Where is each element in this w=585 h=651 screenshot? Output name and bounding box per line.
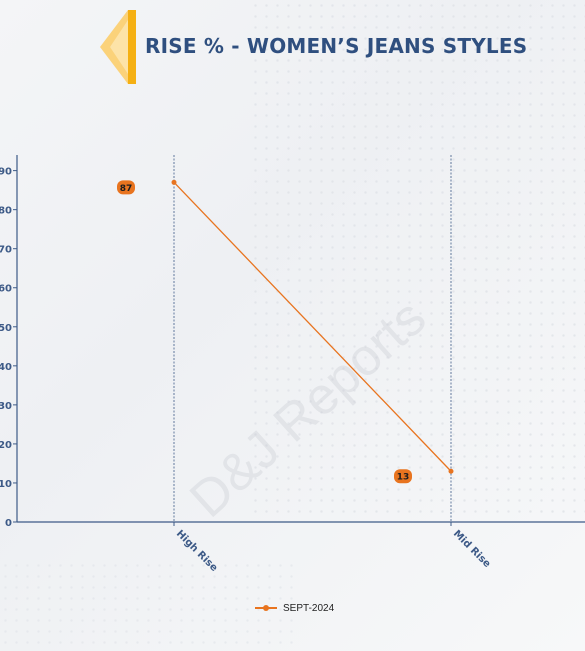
y-tick-label: 0: [5, 518, 12, 529]
y-tick-label: 50: [0, 323, 12, 334]
chevron-bar-shape: [128, 10, 136, 84]
y-tick-label: 10: [0, 479, 12, 490]
data-label: 13: [397, 473, 410, 483]
y-tick-label: 30: [0, 401, 12, 412]
chart-svg: D&J Reports 0 10 20 30 40 50 60 70 80 90 High Rise…: [0, 155, 585, 574]
chevron-inner-shape: [110, 20, 128, 74]
x-category-label: Mid Rise: [451, 528, 493, 570]
background-dot-pattern-bottom: [0, 560, 300, 651]
legend-label: SEPT-2024: [283, 602, 335, 614]
label-layer: 87 13: [117, 180, 412, 484]
y-tick-label: 70: [0, 245, 12, 256]
grid-layer: [173, 155, 452, 522]
legend: SEPT-2024: [255, 600, 334, 616]
series-point: [171, 179, 177, 185]
y-tick-label: 80: [0, 206, 12, 217]
legend-marker: [255, 605, 277, 611]
chart-title: RISE % - WOMEN’S JEANS STYLES: [145, 34, 528, 58]
series-layer: [171, 179, 454, 474]
data-label-badge: [117, 180, 135, 195]
data-label: 87: [120, 184, 133, 194]
y-tick-label: 40: [0, 362, 12, 373]
watermark-text: D&J Reports: [179, 289, 437, 529]
title-chevron-icon: [100, 10, 136, 84]
y-tick-label: 20: [0, 440, 12, 451]
data-label-badge: [394, 469, 412, 484]
background-dot-pattern: [250, 0, 585, 520]
y-tick-label: 90: [0, 167, 12, 178]
axis-layer: 0 10 20 30 40 50 60 70 80 90 High Rise Mid Rise: [0, 155, 585, 574]
x-category-label: High Rise: [174, 528, 220, 574]
y-tick-label: 60: [0, 284, 12, 295]
series-line: [173, 181, 452, 472]
series-point: [448, 468, 454, 474]
